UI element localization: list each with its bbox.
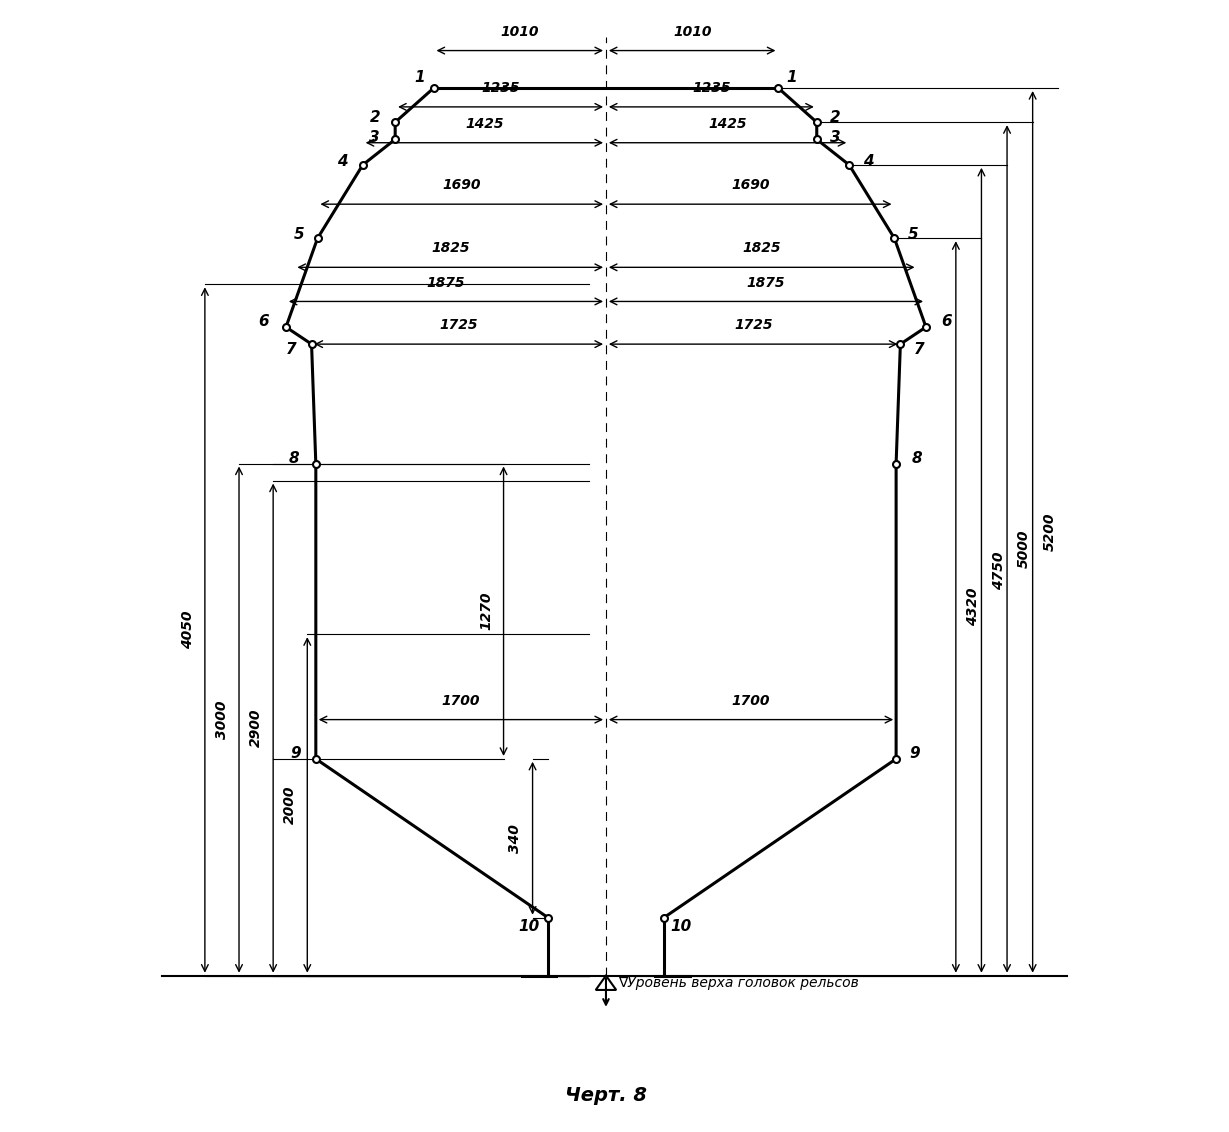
Text: 9: 9 xyxy=(909,746,921,761)
Text: 1825: 1825 xyxy=(431,241,469,256)
Text: 4: 4 xyxy=(863,154,874,169)
Text: 5000: 5000 xyxy=(1018,530,1031,568)
Text: 3000: 3000 xyxy=(215,701,229,739)
Text: 9: 9 xyxy=(290,746,301,761)
Text: 1: 1 xyxy=(414,70,425,85)
Text: 1425: 1425 xyxy=(465,117,504,131)
Text: Черт. 8: Черт. 8 xyxy=(565,1086,646,1105)
Text: 1010: 1010 xyxy=(500,25,540,38)
Text: 1010: 1010 xyxy=(673,25,712,38)
Text: 1700: 1700 xyxy=(731,694,771,708)
Text: 10: 10 xyxy=(519,919,540,934)
Text: 5: 5 xyxy=(294,228,304,242)
Text: 8: 8 xyxy=(289,451,299,466)
Text: 1: 1 xyxy=(787,70,798,85)
Text: 6: 6 xyxy=(258,315,269,329)
Text: 1235: 1235 xyxy=(482,82,520,95)
Text: 3: 3 xyxy=(831,130,841,145)
Text: 4: 4 xyxy=(337,154,348,169)
Text: 1425: 1425 xyxy=(708,117,747,131)
Text: 1825: 1825 xyxy=(742,241,780,256)
Text: 4050: 4050 xyxy=(181,611,194,650)
Text: 1690: 1690 xyxy=(731,178,769,192)
Text: ∇Уровень верха головок рельсов: ∇Уровень верха головок рельсов xyxy=(618,976,859,989)
Text: 1700: 1700 xyxy=(441,694,481,708)
Text: 1725: 1725 xyxy=(734,318,772,332)
Text: 1235: 1235 xyxy=(692,82,730,95)
Text: 7: 7 xyxy=(286,342,296,357)
Text: 2: 2 xyxy=(370,110,380,125)
Text: 6: 6 xyxy=(941,315,951,329)
Text: 5: 5 xyxy=(908,228,918,242)
Text: 8: 8 xyxy=(911,451,922,466)
Text: 1725: 1725 xyxy=(440,318,478,332)
Text: 4320: 4320 xyxy=(966,588,980,626)
Text: 2000: 2000 xyxy=(283,786,297,824)
Text: 1690: 1690 xyxy=(442,178,481,192)
Text: 2900: 2900 xyxy=(249,709,263,747)
Text: 5200: 5200 xyxy=(1043,513,1057,551)
Text: 1875: 1875 xyxy=(426,275,466,290)
Text: 1270: 1270 xyxy=(479,592,493,631)
Text: 7: 7 xyxy=(914,342,924,357)
Text: 10: 10 xyxy=(671,919,692,934)
Text: 2: 2 xyxy=(831,110,841,125)
Text: 4750: 4750 xyxy=(992,551,1005,590)
Text: 340: 340 xyxy=(509,824,522,852)
Text: 1875: 1875 xyxy=(747,275,785,290)
Text: 3: 3 xyxy=(370,130,380,145)
